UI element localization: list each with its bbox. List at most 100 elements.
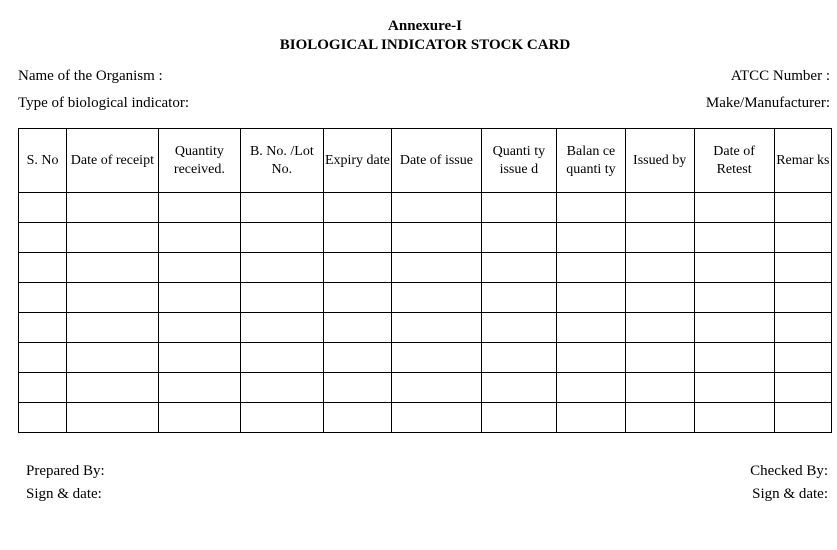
table-cell	[19, 373, 67, 403]
table-cell	[774, 403, 831, 433]
col-header-sno: S. No	[19, 129, 67, 193]
table-cell	[19, 283, 67, 313]
indicator-type-label: Type of biological indicator:	[18, 95, 189, 112]
table-cell	[557, 373, 626, 403]
table-cell	[481, 223, 557, 253]
table-cell	[241, 283, 323, 313]
col-header-date-retest: Date of Retest	[694, 129, 774, 193]
table-cell	[67, 253, 159, 283]
table-row	[19, 373, 832, 403]
manufacturer-label: Make/Manufacturer:	[706, 95, 830, 112]
table-cell	[774, 253, 831, 283]
sign-date-left-label: Sign & date:	[26, 486, 102, 503]
table-cell	[694, 193, 774, 223]
meta-row-1: Name of the Organism : ATCC Number :	[18, 68, 832, 85]
table-cell	[625, 343, 694, 373]
table-cell	[241, 193, 323, 223]
table-cell	[19, 193, 67, 223]
table-cell	[323, 343, 392, 373]
table-cell	[323, 403, 392, 433]
table-cell	[19, 223, 67, 253]
table-cell	[67, 373, 159, 403]
table-cell	[392, 193, 481, 223]
table-row	[19, 283, 832, 313]
table-cell	[625, 193, 694, 223]
col-header-date-issue: Date of issue	[392, 129, 481, 193]
table-cell	[557, 253, 626, 283]
table-cell	[241, 373, 323, 403]
stock-card-table: S. No Date of receipt Quantity received.…	[18, 128, 832, 433]
table-cell	[241, 253, 323, 283]
table-cell	[694, 343, 774, 373]
table-cell	[67, 223, 159, 253]
table-cell	[392, 283, 481, 313]
table-body	[19, 193, 832, 433]
table-cell	[323, 313, 392, 343]
table-cell	[694, 403, 774, 433]
table-cell	[158, 343, 240, 373]
meta-row-2: Type of biological indicator: Make/Manuf…	[18, 95, 832, 112]
table-cell	[774, 343, 831, 373]
table-row	[19, 343, 832, 373]
table-cell	[557, 223, 626, 253]
table-cell	[694, 373, 774, 403]
sign-date-right-label: Sign & date:	[752, 486, 828, 503]
col-header-issued-by: Issued by	[625, 129, 694, 193]
table-cell	[694, 313, 774, 343]
table-cell	[774, 193, 831, 223]
page-title: BIOLOGICAL INDICATOR STOCK CARD	[18, 37, 832, 54]
col-header-remarks: Remar ks	[774, 129, 831, 193]
col-header-expiry: Expiry date	[323, 129, 392, 193]
table-cell	[392, 313, 481, 343]
table-header-row: S. No Date of receipt Quantity received.…	[19, 129, 832, 193]
table-cell	[158, 403, 240, 433]
table-cell	[241, 403, 323, 433]
table-cell	[694, 253, 774, 283]
table-cell	[241, 343, 323, 373]
table-cell	[481, 283, 557, 313]
table-cell	[19, 403, 67, 433]
table-cell	[481, 403, 557, 433]
table-cell	[557, 403, 626, 433]
table-row	[19, 223, 832, 253]
table-cell	[481, 193, 557, 223]
table-cell	[19, 253, 67, 283]
table-cell	[392, 343, 481, 373]
table-cell	[392, 373, 481, 403]
table-cell	[323, 223, 392, 253]
table-cell	[694, 283, 774, 313]
col-header-qty-issued: Quanti ty issue d	[481, 129, 557, 193]
table-cell	[557, 313, 626, 343]
table-cell	[774, 223, 831, 253]
checked-by-label: Checked By:	[750, 463, 828, 480]
table-row	[19, 253, 832, 283]
table-row	[19, 313, 832, 343]
table-cell	[323, 283, 392, 313]
table-cell	[481, 343, 557, 373]
table-cell	[481, 313, 557, 343]
table-cell	[67, 193, 159, 223]
table-cell	[625, 253, 694, 283]
table-cell	[625, 373, 694, 403]
table-row	[19, 403, 832, 433]
table-cell	[241, 223, 323, 253]
table-cell	[323, 373, 392, 403]
table-cell	[392, 253, 481, 283]
table-cell	[241, 313, 323, 343]
table-cell	[481, 373, 557, 403]
table-cell	[557, 283, 626, 313]
footer-row-2: Sign & date: Sign & date:	[18, 486, 832, 503]
table-cell	[774, 313, 831, 343]
table-cell	[67, 313, 159, 343]
table-cell	[774, 283, 831, 313]
table-cell	[774, 373, 831, 403]
annexure-label: Annexure-I	[18, 18, 832, 35]
table-row	[19, 193, 832, 223]
table-cell	[694, 223, 774, 253]
table-cell	[323, 253, 392, 283]
table-cell	[158, 193, 240, 223]
table-cell	[158, 223, 240, 253]
table-cell	[625, 223, 694, 253]
table-cell	[625, 313, 694, 343]
table-cell	[625, 403, 694, 433]
